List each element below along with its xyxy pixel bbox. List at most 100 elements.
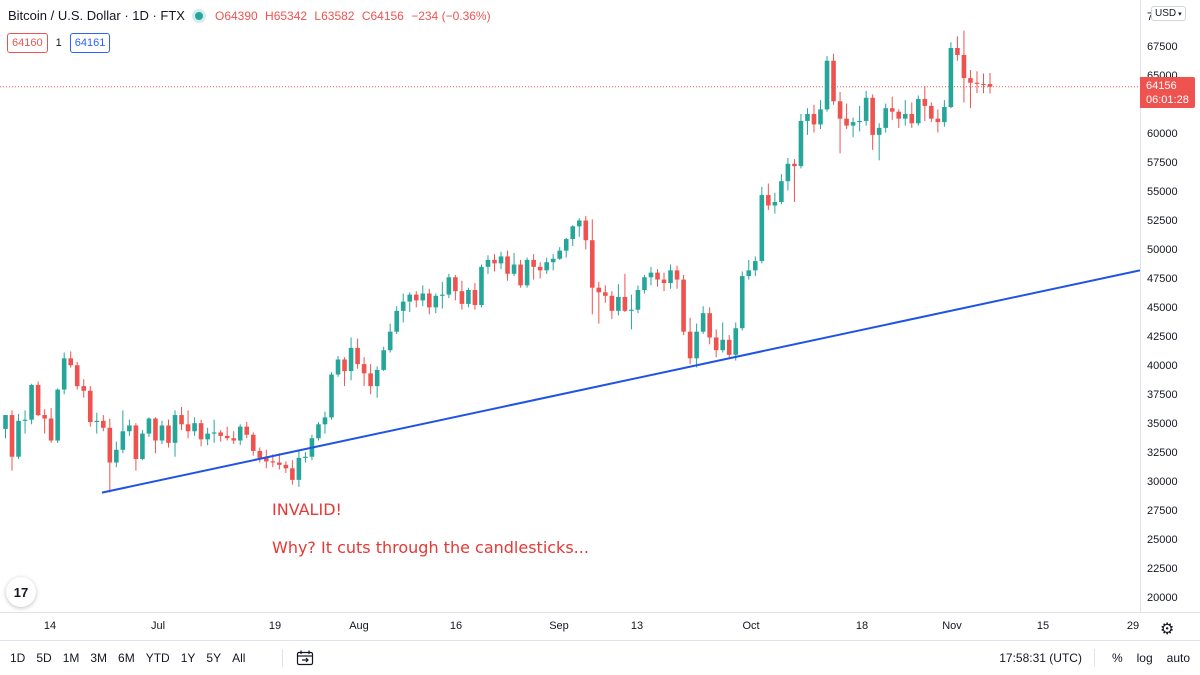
candle-body xyxy=(713,337,719,351)
price-tick: 47500 xyxy=(1147,273,1178,285)
clock-time[interactable]: 17:58:31 (UTC) xyxy=(999,651,1082,665)
candle-body xyxy=(609,295,615,311)
candle-body xyxy=(127,425,132,432)
auto-scale-toggle[interactable]: auto xyxy=(1166,651,1190,665)
range-button-1y[interactable]: 1Y xyxy=(180,651,196,665)
candle-body xyxy=(648,272,654,278)
range-button-all[interactable]: All xyxy=(232,651,246,665)
candle-body xyxy=(368,373,373,387)
price-tick: 20000 xyxy=(1147,592,1178,604)
go-to-date-icon[interactable] xyxy=(296,650,314,666)
candle-body xyxy=(681,279,686,332)
price-tick: 50000 xyxy=(1147,244,1178,256)
candle-body xyxy=(3,415,8,429)
candle-body xyxy=(179,415,184,425)
candle-body xyxy=(948,48,954,108)
candle-body xyxy=(818,109,823,125)
range-button-1d[interactable]: 1D xyxy=(10,651,26,665)
candle-body xyxy=(74,365,80,387)
sell-price-button[interactable]: 64160 xyxy=(7,33,48,53)
low-value: L63582 xyxy=(314,8,355,23)
candle-body xyxy=(753,261,758,271)
candle-body xyxy=(792,163,797,167)
annotation-invalid[interactable]: INVALID! xyxy=(272,500,342,519)
bottom-right-controls: 17:58:31 (UTC) % log auto xyxy=(985,651,1190,665)
percent-scale-toggle[interactable]: % xyxy=(1111,651,1123,665)
log-scale-toggle[interactable]: log xyxy=(1136,651,1153,665)
candlestick-chart[interactable] xyxy=(0,0,1140,612)
candle-body xyxy=(661,279,667,284)
candle-body xyxy=(68,358,73,366)
currency-selector[interactable]: USD ▾ xyxy=(1151,6,1186,21)
candle-body xyxy=(172,415,178,443)
range-button-5y[interactable]: 5Y xyxy=(206,651,222,665)
candle-body xyxy=(400,301,406,311)
candle-body xyxy=(505,256,510,274)
candle-body xyxy=(361,364,367,374)
range-button-ytd[interactable]: YTD xyxy=(145,651,170,665)
candle-body xyxy=(635,290,641,310)
candle-body xyxy=(459,291,465,304)
price-tick: 35000 xyxy=(1147,418,1178,430)
candle-body xyxy=(420,293,426,301)
candle-body xyxy=(303,456,308,458)
candle-body xyxy=(570,226,576,240)
candle-body xyxy=(146,418,152,434)
buy-price-button[interactable]: 64161 xyxy=(69,33,111,53)
candle-body xyxy=(831,60,836,102)
candle-body xyxy=(114,449,119,463)
candle-body xyxy=(231,438,236,441)
candle-body xyxy=(55,389,60,441)
candle-body xyxy=(257,450,263,458)
gear-icon[interactable]: ⚙ xyxy=(1160,621,1175,638)
candle-body xyxy=(694,331,699,359)
time-tick: 13 xyxy=(630,620,644,632)
chart-area[interactable]: Bitcoin / U.S. Dollar · 1D · FTX O64390 … xyxy=(0,0,1140,612)
candle-body xyxy=(537,266,543,271)
last-price-label: 64156 06:01:28 xyxy=(1140,77,1195,108)
spread-value: 1 xyxy=(55,37,62,49)
candle-body xyxy=(916,98,921,124)
time-tick: Jul xyxy=(150,620,166,632)
candle-body xyxy=(720,339,725,351)
candle-body xyxy=(576,220,582,227)
tradingview-logo-icon[interactable]: 17 xyxy=(6,577,36,607)
trendline[interactable] xyxy=(101,269,1140,494)
time-tick: Sep xyxy=(549,620,569,632)
candle-body xyxy=(968,78,973,83)
candle-body xyxy=(153,418,158,441)
time-tick: 16 xyxy=(449,620,463,632)
candle-body xyxy=(81,386,87,391)
candle-body xyxy=(446,277,452,295)
range-button-5d[interactable]: 5D xyxy=(36,651,52,665)
range-button-6m[interactable]: 6M xyxy=(118,651,135,665)
candle-body xyxy=(929,105,934,119)
range-button-1m[interactable]: 1M xyxy=(62,651,80,665)
candle-body xyxy=(544,262,549,271)
symbol-title[interactable]: Bitcoin / U.S. Dollar · 1D · FTX xyxy=(8,8,185,23)
candle-body xyxy=(198,423,204,440)
candle-body xyxy=(668,270,673,284)
time-tick: 15 xyxy=(1036,620,1050,632)
candle-body xyxy=(9,415,15,457)
candle-body xyxy=(94,420,100,422)
candle-body xyxy=(857,120,862,123)
candle-body xyxy=(746,270,752,277)
candle-body xyxy=(590,240,595,288)
annotation-explanation[interactable]: Why? It cuts through the candlesticks... xyxy=(272,538,589,557)
candle-body xyxy=(387,331,393,351)
currency-label: USD xyxy=(1155,8,1177,19)
candle-body xyxy=(159,425,165,441)
candle-body xyxy=(211,432,217,434)
open-value: O64390 xyxy=(214,8,258,23)
price-axis[interactable]: 7 67500 65000 62500 60000 57500 55000 52… xyxy=(1140,0,1200,612)
candle-body xyxy=(479,266,484,306)
candle-body xyxy=(485,259,491,267)
candle-body xyxy=(322,417,328,425)
range-button-3m[interactable]: 3M xyxy=(90,651,108,665)
candle-body xyxy=(283,464,289,469)
candle-body xyxy=(374,369,380,387)
candle-body xyxy=(987,84,993,87)
price-tick: 22500 xyxy=(1147,563,1178,575)
time-axis[interactable]: 14 Jul 19 Aug 16 Sep 13 Oct 18 Nov 15 29… xyxy=(0,612,1200,640)
